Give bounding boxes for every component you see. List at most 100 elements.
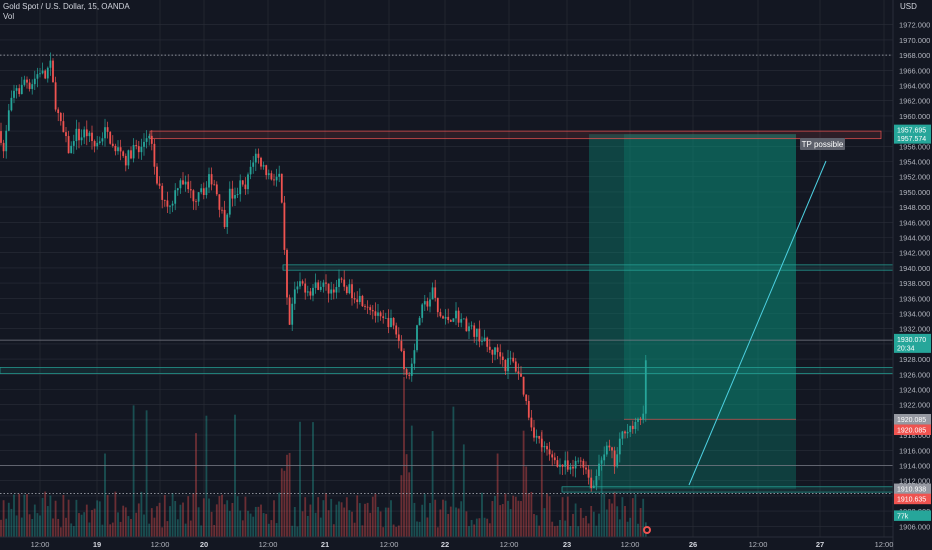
volume-bar xyxy=(353,522,356,537)
candle-body xyxy=(535,435,538,438)
candle-body xyxy=(176,188,179,191)
volume-bar xyxy=(436,527,439,537)
volume-bar xyxy=(33,504,36,537)
candle-body xyxy=(10,97,13,111)
price-label-text: 1920.085 xyxy=(897,417,926,424)
candle-body xyxy=(439,312,442,317)
volume-bar xyxy=(626,521,629,537)
candle-body xyxy=(127,150,130,166)
candle-body xyxy=(195,201,197,203)
time-tick-label: 12:00 xyxy=(259,540,278,549)
volume-bar xyxy=(62,494,65,537)
volume-bar xyxy=(10,508,13,537)
price-label-box xyxy=(894,493,931,505)
volume-bar xyxy=(634,494,637,537)
price-axis[interactable]: 1972.000 1970.000 1968.000 1966.000 1964.000… xyxy=(892,0,930,550)
tp-annotation[interactable]: TP possible xyxy=(800,138,845,150)
candle-body xyxy=(499,352,502,357)
volume-bar xyxy=(413,502,416,537)
candle-body xyxy=(184,181,187,185)
price-tick-label: 1964.000 xyxy=(899,82,930,91)
volume-bar xyxy=(366,502,369,537)
candle-body xyxy=(78,128,80,141)
volume-bar xyxy=(57,518,60,537)
volume-bar xyxy=(106,495,109,537)
time-axis[interactable]: 12:00 19 12:00 20 12:00 21 12:00 22 12:00 23 12:00… xyxy=(0,536,893,549)
volume-bar xyxy=(78,513,80,537)
candle-body xyxy=(618,438,621,455)
tp-label: TP possible xyxy=(802,140,844,149)
volume-bar xyxy=(122,505,125,537)
time-tick-label: 22 xyxy=(441,540,449,549)
candle-body xyxy=(364,306,366,307)
volume-bar xyxy=(332,524,335,537)
volume-bar xyxy=(252,516,255,537)
volume-bar xyxy=(426,517,429,537)
candle-body xyxy=(522,376,525,395)
candle-body xyxy=(462,318,465,320)
volume-bar xyxy=(639,508,642,537)
volume-bar xyxy=(312,422,314,537)
volume-bar xyxy=(423,493,426,537)
candle-body xyxy=(613,450,616,467)
volume-bar xyxy=(611,503,613,537)
price-tick-label: 1960.000 xyxy=(899,112,930,121)
volume-bar xyxy=(179,504,182,537)
volume-bar xyxy=(629,517,632,537)
alarm-icon[interactable] xyxy=(643,526,651,534)
volume-bar xyxy=(348,510,351,537)
candle-body xyxy=(605,445,608,455)
time-tick-label: 12:00 xyxy=(500,540,519,549)
volume-bar xyxy=(483,517,486,537)
volume-bar xyxy=(345,497,348,537)
volume-bar xyxy=(551,521,554,537)
time-tick-label: 19 xyxy=(93,540,101,549)
candle-body xyxy=(423,301,426,305)
volume-bar xyxy=(507,500,509,537)
candle-body xyxy=(257,153,260,158)
volume-bar xyxy=(488,523,491,537)
candle-body xyxy=(436,297,439,313)
volume-bar xyxy=(535,515,538,537)
candle-body xyxy=(322,282,325,287)
candle-body xyxy=(296,286,299,290)
candle-body xyxy=(174,190,177,204)
volume-bar xyxy=(374,493,377,537)
candle-body xyxy=(208,174,210,188)
price-tick-label: 1966.000 xyxy=(899,66,930,75)
volume-bar xyxy=(429,502,431,537)
volume-bar xyxy=(387,507,390,537)
candle-body xyxy=(566,460,569,470)
volume-bar xyxy=(36,513,39,537)
time-tick-label: 12:00 xyxy=(151,540,170,549)
candle-body xyxy=(343,279,346,287)
volume-bar xyxy=(236,496,239,537)
candle-body xyxy=(122,151,125,156)
candle-body xyxy=(91,132,93,142)
volume-bar xyxy=(546,493,548,537)
candle-body xyxy=(46,67,49,79)
candle-body xyxy=(197,192,200,202)
candle-body xyxy=(39,73,41,75)
candle-body xyxy=(241,180,244,185)
symbol-title[interactable]: Gold Spot / U.S. Dollar, 15, OANDA xyxy=(3,2,130,11)
volume-bar xyxy=(124,507,127,537)
price-tick-label: 1970.000 xyxy=(899,36,930,45)
candle-body xyxy=(23,79,26,85)
price-tick-label: 1946.000 xyxy=(899,218,930,227)
volume-bar xyxy=(52,518,54,537)
volume-bar xyxy=(205,415,208,537)
candle-body xyxy=(426,301,429,307)
volume-bar xyxy=(556,525,559,537)
volume-bar xyxy=(59,527,62,537)
time-tick-label: 23 xyxy=(563,540,571,549)
volume-bar xyxy=(520,501,522,537)
candle-body xyxy=(410,363,413,376)
time-tick-label: 21 xyxy=(321,540,329,549)
candle-body xyxy=(273,179,275,181)
volume-bar xyxy=(218,496,221,537)
volume-bar xyxy=(499,505,502,537)
volume-bar xyxy=(572,513,574,537)
price-tick-label: 1916.000 xyxy=(899,446,930,455)
